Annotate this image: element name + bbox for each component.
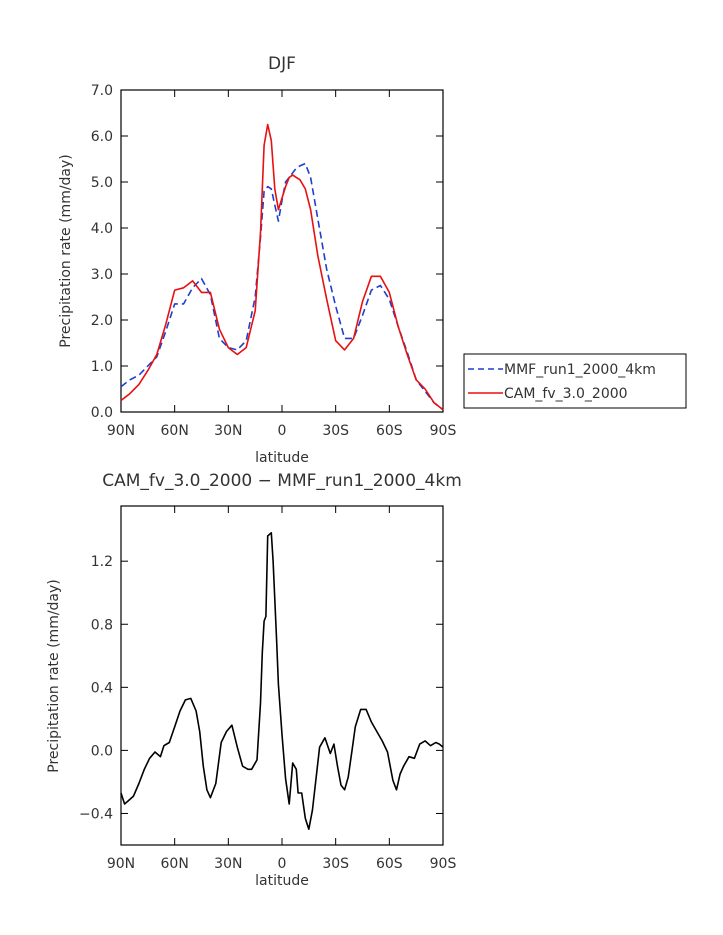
top-y-tick-label: 4.0 (91, 221, 113, 237)
top-y-axis: 0.0 1.0 2.0 3.0 4.0 5.0 6.0 7.0 (91, 83, 443, 421)
top-x-tick-label: 30N (214, 423, 242, 439)
top-y-axis-label: Precipitation rate (mm/day) (58, 154, 74, 348)
bottom-x-axis-label: latitude (255, 873, 309, 889)
bottom-y-tick-label: 0.0 (91, 743, 113, 759)
top-series-line-1 (120, 123, 444, 411)
bottom-y-tick-label: −0.4 (79, 806, 113, 822)
bottom-chart-title: CAM_fv_3.0_2000 − MMF_run1_2000_4km (102, 471, 462, 491)
top-x-axis: 90N 60N 30N 0 30S 60S 90S (107, 90, 457, 439)
top-y-tick-label: 0.0 (91, 405, 113, 421)
legend-label-cam: CAM_fv_3.0_2000 (504, 386, 628, 402)
top-y-tick-label: 2.0 (91, 313, 113, 329)
top-y-tick-label: 5.0 (91, 175, 113, 191)
legend-label-mmf: MMF_run1_2000_4km (504, 362, 656, 378)
top-y-tick-label: 7.0 (91, 83, 113, 99)
top-x-axis-label: latitude (255, 450, 309, 466)
top-x-tick-label: 60N (161, 423, 189, 439)
top-y-tick-label: 6.0 (91, 129, 113, 145)
top-chart: DJF 0.0 1.0 2.0 3.0 4.0 5.0 6.0 7.0 90N 60N 30N 0 3… (58, 54, 456, 466)
bottom-y-axis-label: Precipitation rate (mm/day) (46, 579, 62, 773)
bottom-y-tick-label: 0.8 (91, 617, 113, 633)
top-y-tick-label: 1.0 (91, 359, 113, 375)
bottom-x-tick-label: 60S (376, 856, 403, 872)
bottom-y-tick-label: 1.2 (91, 554, 113, 570)
bottom-y-tick-label: 0.4 (91, 680, 113, 696)
top-x-tick-label: 90S (430, 423, 457, 439)
bottom-x-tick-label: 90N (107, 856, 135, 872)
bottom-series-lines (120, 531, 444, 831)
top-x-tick-label: 90N (107, 423, 135, 439)
legend: MMF_run1_2000_4km CAM_fv_3.0_2000 (463, 353, 687, 409)
legend-box (463, 353, 687, 409)
bottom-chart: CAM_fv_3.0_2000 − MMF_run1_2000_4km −0.4… (46, 471, 462, 889)
bottom-x-tick-label: 0 (278, 856, 287, 872)
top-y-tick-label: 3.0 (91, 267, 113, 283)
top-x-tick-label: 30S (322, 423, 349, 439)
bottom-x-tick-label: 30N (214, 856, 242, 872)
top-chart-title: DJF (268, 54, 296, 74)
bottom-x-tick-label: 90S (430, 856, 457, 872)
bottom-x-tick-label: 30S (322, 856, 349, 872)
top-series-lines (120, 123, 444, 411)
bottom-y-axis: −0.4 0.0 0.4 0.8 1.2 (79, 554, 443, 822)
bottom-x-axis: 90N 60N 30N 0 30S 60S 90S (107, 506, 457, 872)
bottom-series-line-0 (120, 531, 444, 831)
bottom-x-tick-label: 60N (161, 856, 189, 872)
top-x-tick-label: 60S (376, 423, 403, 439)
top-x-tick-label: 0 (278, 423, 287, 439)
